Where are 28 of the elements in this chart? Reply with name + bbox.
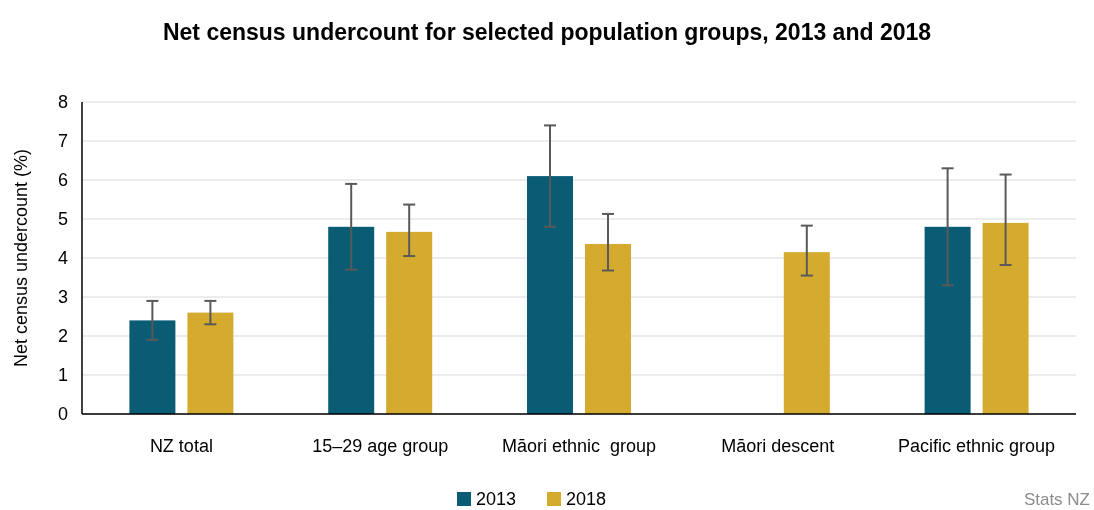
chart-title: Net census undercount for selected population groups, 2013 and 2018 [162,19,932,45]
x-tick-label: NZ total [149,436,213,456]
bar [783,252,830,414]
bar [585,243,631,414]
y-tick-label: 2 [57,326,68,347]
bar [386,231,433,414]
bar [924,226,971,414]
x-tick-label: Māori descent [721,436,835,456]
y-tick-label: 0 [57,404,68,425]
y-tick-label: 7 [57,131,68,152]
x-tick-label: Pacific ethnic group [898,436,1056,456]
y-tick-label: 5 [57,209,68,230]
x-tick-label: Māori ethnic group [501,436,657,456]
y-tick-label: 6 [57,170,68,191]
text: Stats NZ [1023,489,1090,509]
bar [527,176,573,414]
legend-label: 2013 [476,489,517,510]
x-tick-label: 15–29 age group [312,436,449,456]
bar [187,312,234,414]
y-axis-title: Net census undercount (%) [11,148,31,368]
bar [129,320,176,414]
y-tick-label: 3 [57,287,68,308]
y-tick-label: 4 [57,248,68,269]
y-tick-label: 1 [57,365,68,386]
y-tick-label: 8 [57,92,68,113]
bar [328,226,375,414]
legend-label: 2018 [566,489,607,510]
bar [982,222,1029,414]
